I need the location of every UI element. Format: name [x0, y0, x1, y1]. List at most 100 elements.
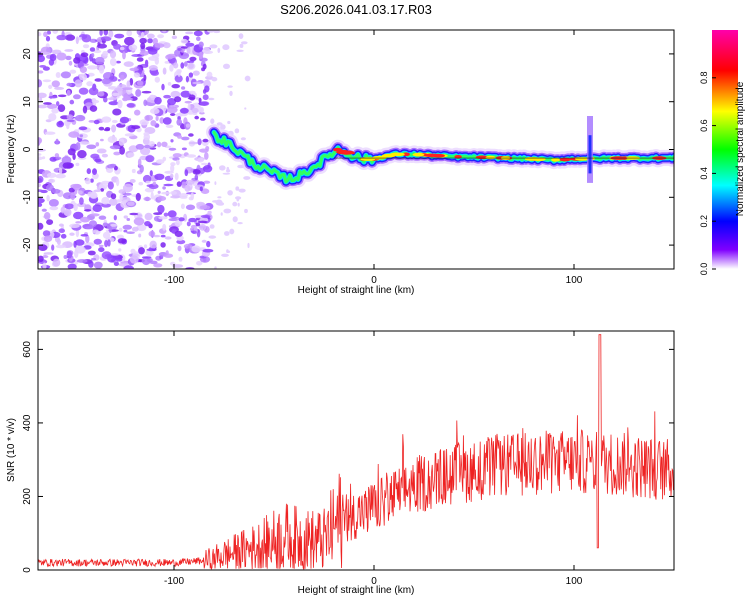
noise-blob: [143, 196, 151, 201]
noise-blob: [167, 98, 177, 106]
noise-blob: [38, 244, 48, 252]
noise-blob: [134, 109, 141, 116]
noise-blob: [177, 134, 182, 139]
noise-blob: [66, 250, 73, 259]
noise-blob: [170, 195, 181, 199]
noise-blob: [127, 152, 135, 158]
x-tick-label: -100: [164, 576, 184, 587]
noise-blob: [80, 52, 89, 57]
noise-blob: [123, 229, 128, 233]
noise-blob: [120, 74, 125, 81]
noise-blob: [91, 257, 97, 261]
noise-blob: [185, 204, 196, 211]
noise-blob: [97, 43, 107, 49]
noise-blob: [74, 79, 83, 88]
noise-blob: [77, 150, 87, 159]
noise-blob: [38, 153, 42, 156]
noise-blob: [140, 30, 145, 33]
noise-blob: [222, 44, 230, 51]
noise-blob: [188, 62, 194, 69]
noise-blob: [73, 57, 81, 64]
noise-blob: [136, 214, 143, 217]
noise-blob: [90, 178, 94, 183]
noise-blob: [177, 47, 182, 51]
noise-blob: [178, 217, 185, 222]
noise-blob: [75, 162, 80, 167]
noise-blob: [243, 176, 251, 180]
noise-blob: [171, 84, 180, 89]
colorbar-tick-label: 0.6: [699, 119, 709, 132]
noise-blob: [154, 173, 165, 180]
noise-blob: [89, 38, 98, 43]
noise-blob: [139, 119, 149, 126]
noise-blob: [123, 265, 134, 269]
noise-blob: [75, 36, 79, 45]
noise-blob: [238, 33, 244, 39]
noise-blob: [129, 78, 134, 86]
noise-blob: [89, 47, 96, 52]
noise-blob: [164, 170, 174, 174]
noise-blob: [56, 52, 67, 61]
noise-blob: [199, 205, 211, 210]
noise-blob: [38, 189, 44, 192]
noise-blob: [96, 148, 107, 154]
noise-blob: [138, 247, 145, 255]
noise-blob: [58, 167, 63, 175]
noise-blob: [143, 133, 151, 141]
noise-blob: [238, 188, 246, 193]
noise-blob: [56, 121, 64, 128]
noise-blob: [139, 37, 147, 44]
noise-blob: [177, 70, 181, 77]
noise-blob: [160, 242, 166, 248]
noise-blob: [176, 118, 182, 126]
colorbar: 0.0 0.2 0.4 0.6 0.8 Normalized spectral ampl…: [699, 30, 746, 275]
noise-blob: [124, 133, 135, 137]
noise-blob: [113, 165, 118, 171]
noise-blob: [104, 127, 111, 131]
noise-blob: [161, 83, 165, 91]
noise-blob: [107, 239, 111, 247]
signal-hotspot: [412, 152, 425, 157]
spectrogram-x-axis-label: Height of straight line (km): [298, 285, 415, 296]
noise-blob: [232, 201, 238, 207]
noise-blob: [117, 99, 123, 109]
noise-blob: [38, 222, 44, 230]
noise-blob: [154, 76, 160, 83]
noise-blob: [144, 221, 151, 227]
noise-blob: [51, 188, 61, 194]
noise-blob: [240, 137, 246, 141]
noise-blob: [101, 196, 110, 205]
noise-blob: [143, 74, 147, 82]
noise-blob: [237, 222, 243, 225]
noise-blob: [126, 103, 135, 108]
noise-blob: [94, 158, 102, 163]
noise-blob: [194, 214, 204, 219]
noise-blob: [244, 107, 247, 110]
noise-blob: [160, 234, 166, 238]
noise-blob: [168, 147, 177, 151]
noise-blob: [188, 217, 197, 223]
noise-blob: [74, 114, 86, 122]
noise-blob: [188, 141, 199, 145]
noise-blob: [51, 108, 59, 114]
noise-blob: [109, 50, 117, 59]
noise-blob: [140, 42, 146, 50]
noise-blob: [93, 238, 103, 245]
noise-blob: [199, 148, 209, 153]
noise-blob: [93, 189, 102, 193]
noise-blob: [54, 86, 65, 90]
noise-blob: [92, 204, 103, 212]
noise-blob: [82, 44, 90, 49]
colorbar-tick-label: 0.0: [699, 263, 709, 276]
noise-blob: [183, 243, 193, 249]
noise-blob: [68, 187, 75, 193]
noise-blob: [56, 34, 67, 41]
noise-blob: [176, 181, 182, 187]
noise-blob: [136, 80, 144, 86]
noise-blob: [42, 230, 51, 237]
noise-blob: [166, 106, 178, 114]
noise-blob: [169, 173, 174, 179]
noise-blob: [161, 191, 171, 195]
noise-blob: [194, 174, 199, 181]
